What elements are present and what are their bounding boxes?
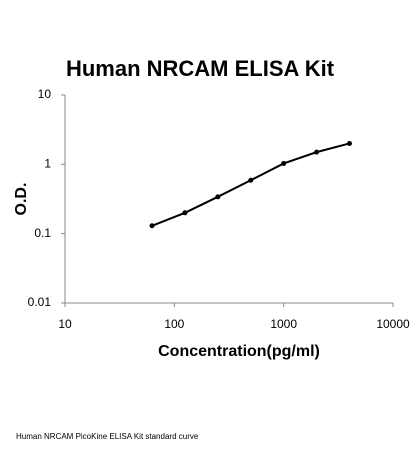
x-tick-label: 10 — [58, 317, 72, 331]
x-tick-label: 100 — [164, 317, 184, 331]
data-point — [314, 149, 320, 155]
series-line — [151, 142, 350, 227]
data-point — [248, 177, 254, 183]
x-tick-label: 10000 — [376, 317, 410, 331]
data-point — [281, 160, 287, 166]
caption: Human NRCAM PicoKine ELISA Kit standard … — [16, 432, 199, 441]
y-axis-label: O.D. — [13, 183, 30, 216]
data-point — [346, 140, 352, 146]
x-tick-label: 1000 — [270, 317, 297, 331]
data-point — [215, 194, 221, 200]
x-axis-label: Concentration(pg/ml) — [158, 343, 320, 360]
y-tick-label: 10 — [38, 87, 52, 101]
y-tick-label: 0.1 — [34, 226, 51, 240]
data-point — [149, 223, 155, 229]
data-point — [182, 210, 188, 216]
y-tick-label: 1 — [44, 157, 51, 171]
chart-title: Human NRCAM ELISA Kit — [66, 56, 335, 81]
y-tick-label: 0.01 — [28, 295, 52, 309]
